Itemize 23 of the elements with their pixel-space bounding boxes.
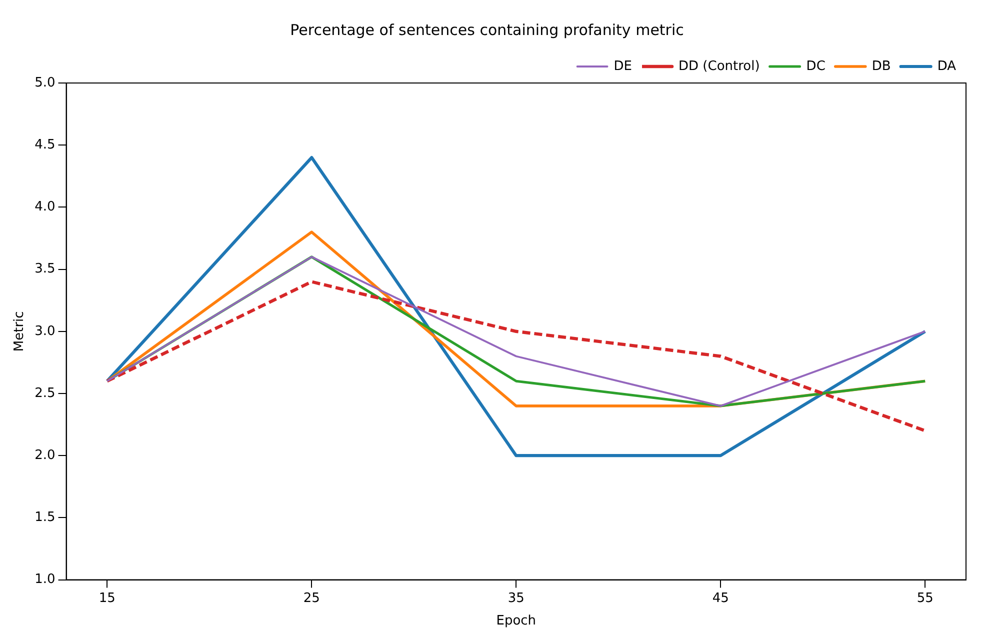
y-tick-label: 4.5 xyxy=(34,137,56,152)
y-tick-label: 3.5 xyxy=(34,262,56,277)
y-tick-label: 1.5 xyxy=(34,510,56,526)
x-tick-label: 35 xyxy=(508,590,524,606)
y-tick-label: 1.0 xyxy=(34,572,56,588)
chart-title: Percentage of sentences containing profanity metric xyxy=(290,20,684,39)
line-series xyxy=(106,280,927,432)
x-tick-label: 55 xyxy=(916,590,934,606)
legend-label: DC xyxy=(806,58,826,74)
y-tick-label: 3.0 xyxy=(34,324,56,339)
y-tick-label: 2.0 xyxy=(34,448,56,463)
x-tick-label: 15 xyxy=(98,590,116,606)
legend-label: DD (Control) xyxy=(678,58,760,74)
y-tick-label: 5.0 xyxy=(34,75,56,90)
x-axis-title: Epoch xyxy=(496,614,536,629)
legend-label: DA xyxy=(937,58,956,74)
x-tick-label: 25 xyxy=(303,590,320,606)
y-tick-label: 2.5 xyxy=(34,386,56,401)
legend-label: DE xyxy=(614,58,632,74)
y-tick-label: 4.0 xyxy=(34,200,56,215)
x-tick-label: 45 xyxy=(712,590,729,606)
legend-label: DB xyxy=(872,58,891,74)
y-axis-title: Metric xyxy=(12,311,28,352)
